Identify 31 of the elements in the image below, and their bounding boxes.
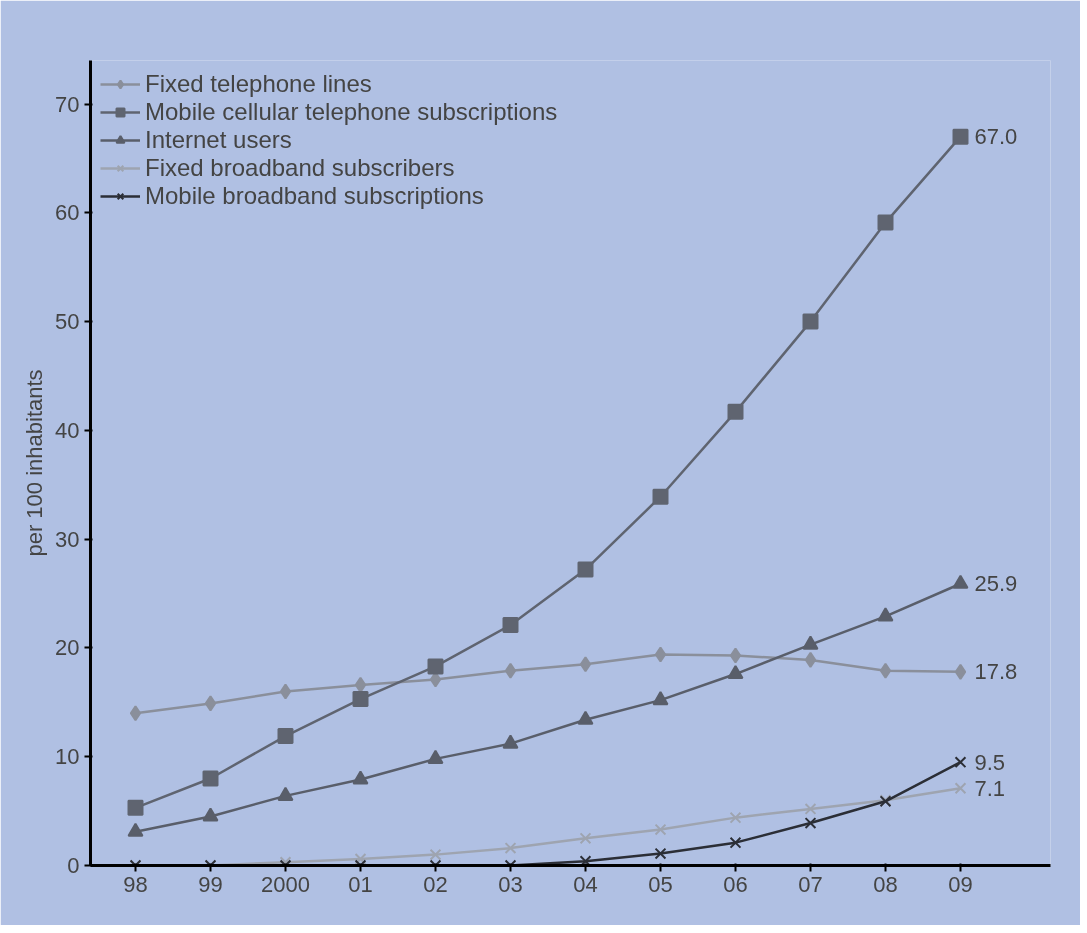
y-tick-label: 40 xyxy=(55,417,80,443)
y-tick-label: 60 xyxy=(55,200,80,226)
data-label: 25.9 xyxy=(974,571,1018,597)
x-tick-label: 09 xyxy=(948,871,973,897)
data-label: 67.0 xyxy=(974,124,1018,150)
x-tick-label: 05 xyxy=(648,871,673,897)
x-tick-label: 02 xyxy=(423,871,448,897)
y-tick-label: 10 xyxy=(55,744,80,770)
x-tick-label: 08 xyxy=(873,871,898,897)
x-tick-label: 03 xyxy=(498,871,523,897)
y-tick-label: 70 xyxy=(55,91,80,117)
legend-label: Fixed broadband subscribers xyxy=(145,154,455,182)
data-label: 17.8 xyxy=(974,659,1018,685)
y-tick-label: 50 xyxy=(55,309,80,335)
x-tick-label: 98 xyxy=(123,871,148,897)
x-tick-label: 07 xyxy=(798,871,823,897)
y-axis-title: per 100 inhabitants xyxy=(22,369,48,557)
y-tick-label: 0 xyxy=(67,853,80,878)
x-tick-label: 06 xyxy=(723,871,748,897)
legend-label: Mobile broadband subscriptions xyxy=(145,182,484,210)
x-tick-label: 99 xyxy=(198,871,223,897)
x-tick-label: 01 xyxy=(348,871,373,897)
legend-label: Mobile cellular telephone subscriptions xyxy=(145,98,558,126)
x-tick-label: 2000 xyxy=(261,871,310,897)
legend-label: Internet users xyxy=(145,126,292,154)
y-tick-label: 20 xyxy=(55,635,80,661)
data-label: 9.5 xyxy=(974,749,1006,775)
y-tick-label: 30 xyxy=(55,526,80,552)
data-label: 7.1 xyxy=(974,775,1006,801)
legend-label: Fixed telephone lines xyxy=(145,70,372,98)
x-tick-label: 04 xyxy=(573,871,598,897)
